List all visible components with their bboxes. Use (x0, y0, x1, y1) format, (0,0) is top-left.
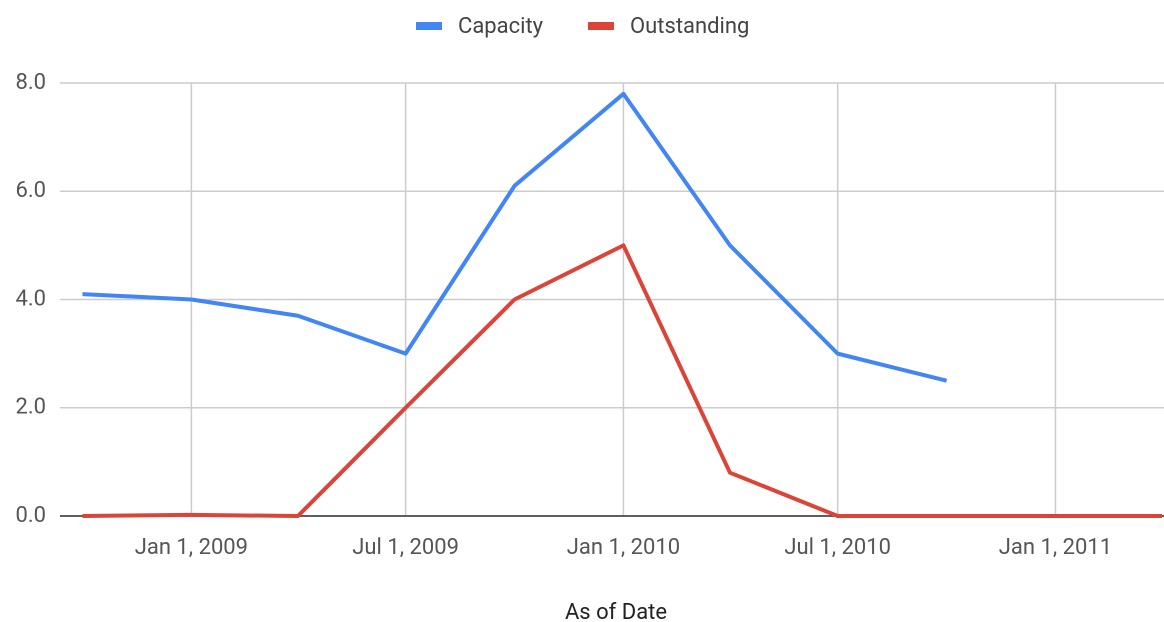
legend-swatch (588, 22, 614, 30)
y-tick-label: 2.0 (15, 395, 46, 420)
y-tick-label: 4.0 (15, 286, 46, 311)
y-tick-label: 0.0 (15, 503, 46, 528)
series-line (82, 91, 948, 383)
x-tick-label: Jul 1, 2009 (352, 535, 459, 560)
x-tick-label: Jan 1, 2011 (999, 535, 1112, 560)
x-tick-label: Jan 1, 2010 (567, 535, 680, 560)
x-tick-label: Jul 1, 2010 (784, 535, 891, 560)
legend-swatch (416, 22, 442, 30)
series-line (82, 243, 1162, 518)
legend-label: Outstanding (630, 14, 749, 39)
x-tick-label: Jan 1, 2009 (135, 535, 248, 560)
y-tick-label: 8.0 (15, 70, 46, 95)
legend-label: Capacity (458, 14, 544, 39)
x-axis-label: As of Date (565, 600, 667, 622)
y-tick-label: 6.0 (15, 178, 46, 203)
